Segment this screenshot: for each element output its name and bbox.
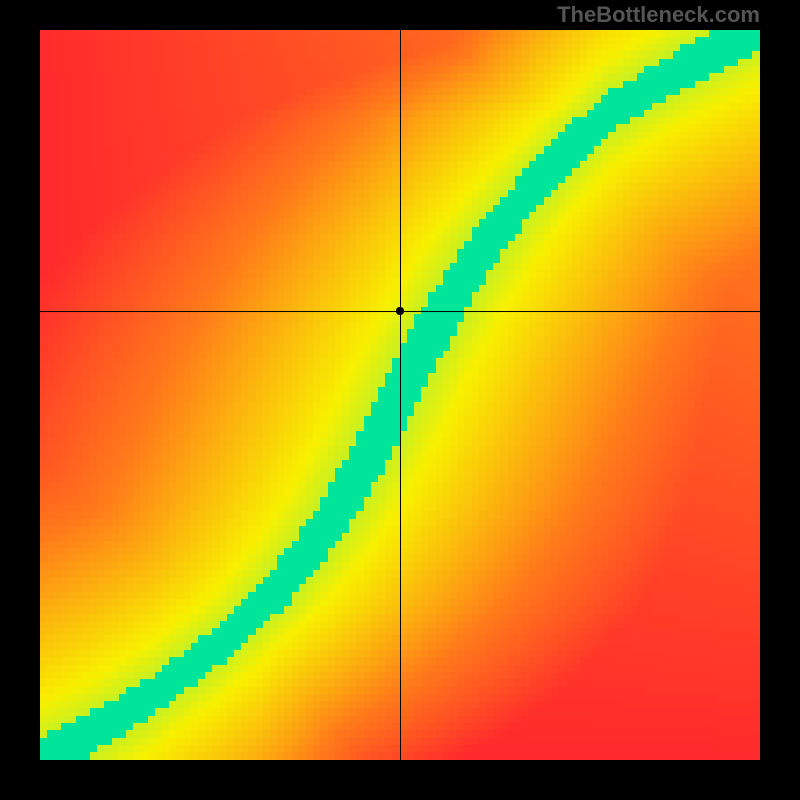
chart-frame: { "watermark": { "text": "TheBottleneck.…	[0, 0, 800, 800]
watermark-text: TheBottleneck.com	[557, 2, 760, 28]
heatmap-plot	[40, 30, 760, 760]
heatmap-canvas	[40, 30, 760, 760]
